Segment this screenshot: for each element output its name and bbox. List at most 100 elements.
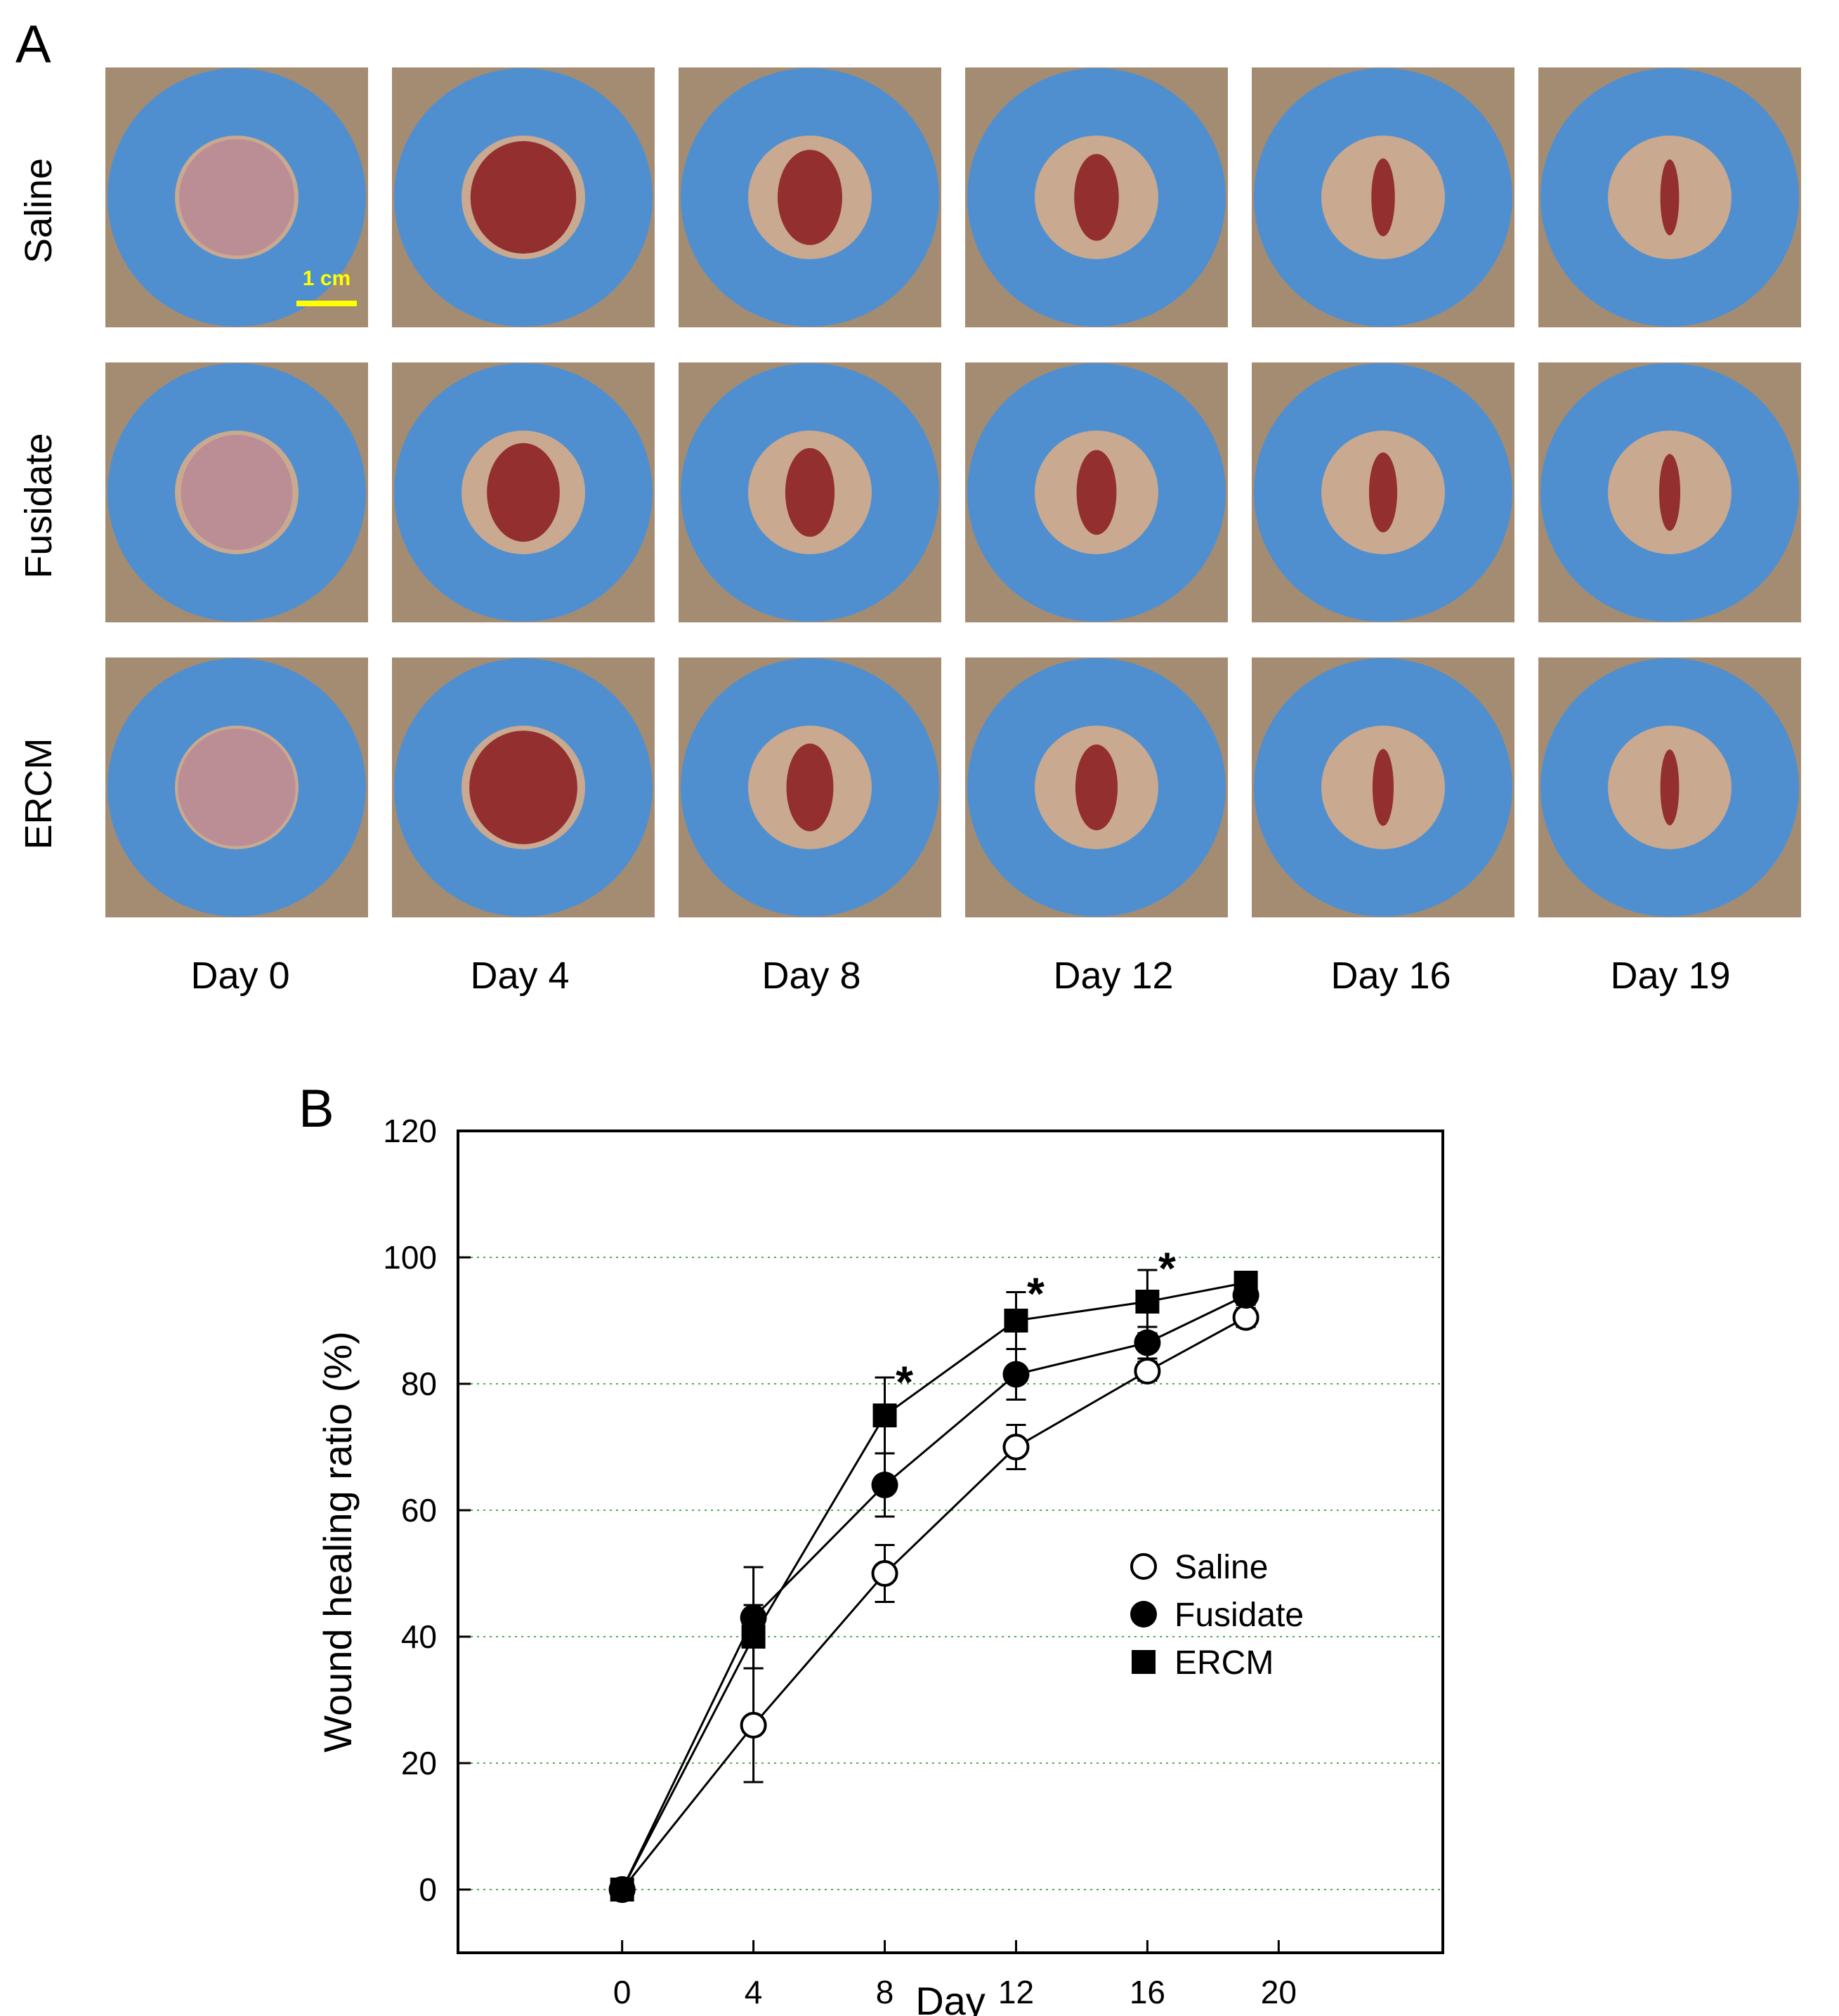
- legend-label: ERCM: [1174, 1644, 1274, 1682]
- x-axis-label: Day: [915, 1979, 986, 2016]
- wound-photo: [1538, 657, 1801, 917]
- wound-photo: [965, 657, 1228, 917]
- y-tick-label: 100: [383, 1239, 437, 1276]
- scale-bar: [296, 301, 357, 306]
- data-point: [1004, 1309, 1028, 1333]
- wound: [1074, 154, 1119, 241]
- x-tick-label: 20: [1261, 1974, 1297, 2010]
- axis-ticks: 0 4 8 12 16 20 0 20 40 60 80 100 120: [383, 1113, 1297, 2010]
- col-label-day-8: Day 8: [761, 955, 861, 997]
- data-point: [1130, 1601, 1157, 1628]
- legend: Saline Fusidate ERCM: [1130, 1549, 1304, 1682]
- wound-photo: [392, 657, 655, 917]
- y-tick-label: 20: [401, 1745, 437, 1781]
- wound: [178, 728, 296, 846]
- wound: [487, 443, 560, 542]
- wound: [1371, 158, 1395, 237]
- legend-label: Saline: [1174, 1549, 1268, 1586]
- significance-asterisk: *: [896, 1357, 913, 1408]
- legend-label: Fusidate: [1174, 1597, 1304, 1634]
- wound-photo: [679, 657, 941, 917]
- x-tick-label: 4: [745, 1974, 763, 2010]
- data-point: [610, 1878, 634, 1902]
- data-point: [1134, 1329, 1161, 1356]
- row-label-fusidate: Fusidate: [18, 433, 60, 579]
- x-tick-label: 8: [876, 1974, 894, 2010]
- data-point: [1232, 1304, 1259, 1331]
- significance-asterisk: *: [1027, 1269, 1045, 1319]
- wound: [1372, 749, 1394, 826]
- y-tick-label: 120: [383, 1113, 437, 1149]
- wound-photo: [1252, 362, 1514, 622]
- x-tick-label: 16: [1130, 1974, 1165, 2010]
- panel-a-label: A: [15, 15, 51, 74]
- series-fusidate: [608, 1282, 1259, 1903]
- wound: [1076, 450, 1117, 535]
- row-label-saline: Saline: [18, 157, 60, 264]
- data-point: [1134, 1358, 1161, 1385]
- data-point: [1233, 1271, 1258, 1295]
- wound-photo: [965, 67, 1228, 327]
- wound-photo: [1252, 67, 1514, 327]
- plot-frame: [457, 1130, 1444, 1954]
- series-line: [621, 1281, 1246, 1890]
- x-tick-label: 12: [998, 1974, 1034, 2010]
- data-point: [1002, 1434, 1030, 1460]
- panel-b-label: B: [299, 1079, 334, 1139]
- wound: [1660, 159, 1680, 236]
- wound: [785, 447, 835, 537]
- row-label-ercm: ERCM: [18, 738, 60, 850]
- significance-asterisk: *: [1158, 1243, 1176, 1294]
- series-line: [621, 1316, 1247, 1890]
- data-point: [1002, 1361, 1030, 1388]
- wound-photo: [965, 362, 1228, 622]
- data-point: [741, 1625, 766, 1649]
- annotations: * * *: [896, 1243, 1176, 1408]
- wound: [181, 435, 293, 550]
- y-axis-label: Wound healing ratio (%): [315, 1331, 360, 1753]
- col-label-day-4: Day 4: [470, 955, 570, 997]
- wound: [1660, 749, 1680, 826]
- wound-photo: [1538, 362, 1801, 622]
- data-point: [872, 1403, 897, 1427]
- wound: [469, 731, 577, 844]
- wound-photo: [105, 362, 368, 622]
- wound: [1075, 744, 1118, 831]
- col-label-day-12: Day 12: [1053, 955, 1174, 997]
- wound-photo: 1 cm: [105, 67, 368, 327]
- wound: [786, 743, 834, 832]
- y-tick-label: 0: [419, 1871, 437, 1908]
- y-tick-label: 40: [401, 1618, 437, 1655]
- wound-photo: [679, 362, 941, 622]
- wound: [778, 150, 842, 245]
- series-saline: [608, 1304, 1259, 1903]
- scale-bar-label: 1 cm: [303, 267, 351, 290]
- col-label-day-19: Day 19: [1610, 955, 1731, 997]
- wound-healing-chart: 0 4 8 12 16 20 0 20 40 60 80 100 120 * * * Saline Fusid…: [315, 1113, 1444, 2016]
- data-point: [1135, 1290, 1160, 1314]
- x-tick-label: 0: [613, 1974, 631, 2010]
- wound-photo: [392, 67, 655, 327]
- data-point: [871, 1560, 898, 1587]
- wound: [1368, 452, 1398, 532]
- wound-photo: [679, 67, 941, 327]
- series-line: [621, 1294, 1247, 1890]
- wound-photo: [105, 657, 368, 917]
- series-layer: [608, 1269, 1259, 1903]
- data-point: [871, 1472, 898, 1498]
- wound: [1658, 454, 1681, 531]
- wound: [470, 140, 577, 254]
- col-label-day-0: Day 0: [190, 955, 290, 997]
- wound-photo: [1252, 657, 1514, 917]
- series-ercm: [610, 1269, 1258, 1902]
- y-tick-label: 60: [401, 1492, 437, 1529]
- y-tick-label: 80: [401, 1366, 437, 1402]
- gridlines: [458, 1257, 1443, 1890]
- wound-photo: [392, 362, 655, 622]
- data-point: [1130, 1553, 1157, 1580]
- wound-photo: [1538, 67, 1801, 327]
- data-point: [1132, 1650, 1156, 1674]
- data-point: [740, 1712, 767, 1739]
- wound: [179, 139, 294, 256]
- col-label-day-16: Day 16: [1330, 955, 1451, 997]
